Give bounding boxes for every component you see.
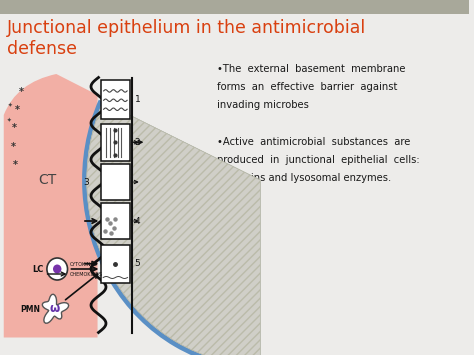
Wedge shape	[87, 102, 260, 355]
Text: •The  external  basement  membrane: •The external basement membrane	[217, 64, 405, 74]
Text: *: *	[11, 122, 17, 132]
Text: LC: LC	[32, 264, 43, 273]
Text: 5: 5	[135, 259, 140, 268]
Text: CHEMOKINES: CHEMOKINES	[70, 272, 103, 277]
Text: *: *	[12, 160, 18, 170]
Wedge shape	[82, 100, 260, 355]
Text: 2: 2	[135, 138, 140, 147]
Text: 3: 3	[83, 178, 89, 187]
Text: produced  in  junctional  epithelial  cells:: produced in junctional epithelial cells:	[217, 155, 419, 165]
PathPatch shape	[4, 74, 98, 338]
FancyBboxPatch shape	[101, 203, 130, 239]
Text: 4: 4	[135, 217, 140, 225]
Text: ✦: ✦	[8, 103, 13, 108]
Bar	[0, 0, 469, 14]
Text: •Active  antimicrobial  substances  are: •Active antimicrobial substances are	[217, 137, 410, 147]
Circle shape	[53, 264, 62, 273]
Text: ✦: ✦	[7, 118, 12, 122]
Text: *: *	[18, 87, 24, 98]
Text: 1: 1	[135, 95, 140, 104]
Text: forms  an  effective  barrier  against: forms an effective barrier against	[217, 82, 397, 92]
FancyBboxPatch shape	[101, 164, 130, 200]
Text: invading microbes: invading microbes	[217, 100, 309, 110]
Text: CYTOKINES: CYTOKINES	[70, 262, 98, 268]
Text: ω: ω	[50, 302, 60, 316]
FancyBboxPatch shape	[101, 245, 130, 283]
Text: *: *	[10, 142, 16, 153]
Text: Junctional epithelium in the antimicrobial
defense: Junctional epithelium in the antimicrobi…	[7, 19, 366, 59]
Circle shape	[47, 258, 67, 280]
Polygon shape	[42, 294, 69, 323]
Text: CT: CT	[38, 173, 56, 187]
Text: defensins and lysosomal enzymes.: defensins and lysosomal enzymes.	[217, 174, 391, 184]
Text: PMN: PMN	[20, 305, 40, 313]
FancyBboxPatch shape	[101, 80, 130, 119]
FancyBboxPatch shape	[101, 124, 130, 161]
Text: *: *	[15, 105, 20, 115]
